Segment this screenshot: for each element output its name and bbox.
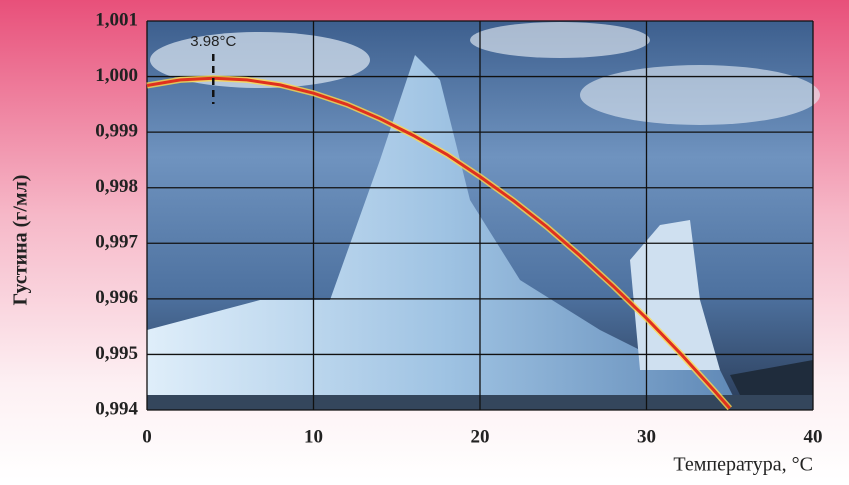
y-tick-label: 0,998 — [95, 176, 138, 197]
annotation: 3.98°C — [190, 33, 236, 50]
x-tick-label: 10 — [304, 426, 323, 447]
x-tick-label: 20 — [471, 426, 490, 447]
line — [146, 76, 731, 410]
y-tick-label: 0,994 — [95, 398, 138, 419]
y-tick-label: 0,996 — [95, 287, 138, 308]
y-tick-label: 0,995 — [95, 343, 138, 364]
x-tick-label: 30 — [637, 426, 656, 447]
y-tick-label: 0,999 — [95, 121, 138, 142]
x-tick-label: 40 — [804, 426, 823, 447]
x-tick-label: 0 — [142, 426, 152, 447]
y-tick-label: 1,001 — [95, 9, 138, 30]
y-tick-label: 1,000 — [95, 65, 138, 86]
y-tick-label: 0,997 — [95, 232, 138, 253]
y-axis-label: Густина (г/мл) — [10, 175, 32, 306]
x-axis-label: Температура, °C — [673, 454, 813, 476]
